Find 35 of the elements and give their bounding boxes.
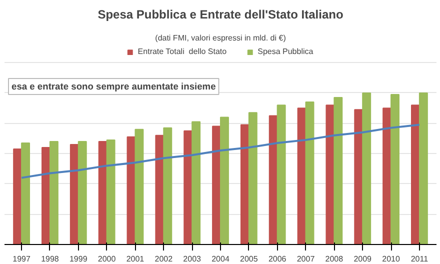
bar <box>390 94 400 244</box>
x-tick-label: 2006 <box>268 254 287 264</box>
x-tick-label: 2008 <box>325 254 344 264</box>
x-tick-label: 2003 <box>183 254 202 264</box>
x-tick-label: 1999 <box>69 254 88 264</box>
bar <box>362 92 372 244</box>
legend-label: Entrate Totali dello Stato <box>138 47 227 56</box>
bar <box>418 92 428 244</box>
x-tick-label: 2001 <box>126 254 145 264</box>
x-tick-label: 2005 <box>240 254 258 264</box>
bar <box>21 142 30 244</box>
text: esa e entrate sono sempre aumentate insieme <box>12 82 216 92</box>
x-tick-label: 1998 <box>41 254 60 264</box>
bar <box>163 127 172 244</box>
legend-label: Spesa Pubblica <box>258 47 314 56</box>
bar <box>49 140 58 244</box>
x-tick-label: 2011 <box>410 254 429 264</box>
bar <box>106 139 116 244</box>
bar <box>248 112 258 244</box>
bar <box>305 102 314 244</box>
chart-title: Spesa Pubblica e Entrate dell'Stato Italiano <box>98 8 344 22</box>
bar <box>78 140 87 244</box>
bar <box>134 128 144 244</box>
bar <box>276 104 286 244</box>
x-tick-label: 2009 <box>354 254 372 264</box>
x-tick-label: 2010 <box>382 254 400 264</box>
x-tick-label: 2000 <box>98 254 116 264</box>
bar <box>220 116 229 244</box>
x-tick-label: 2004 <box>212 254 230 264</box>
x-tick-label: 1997 <box>12 254 31 264</box>
bar <box>334 97 343 244</box>
x-tick-label: 2002 <box>154 254 174 264</box>
x-tick-label: 2007 <box>296 254 316 264</box>
chart-subtitle: (dati FMI, valori espressi in mld. di €) <box>155 34 286 42</box>
bar <box>192 121 201 244</box>
